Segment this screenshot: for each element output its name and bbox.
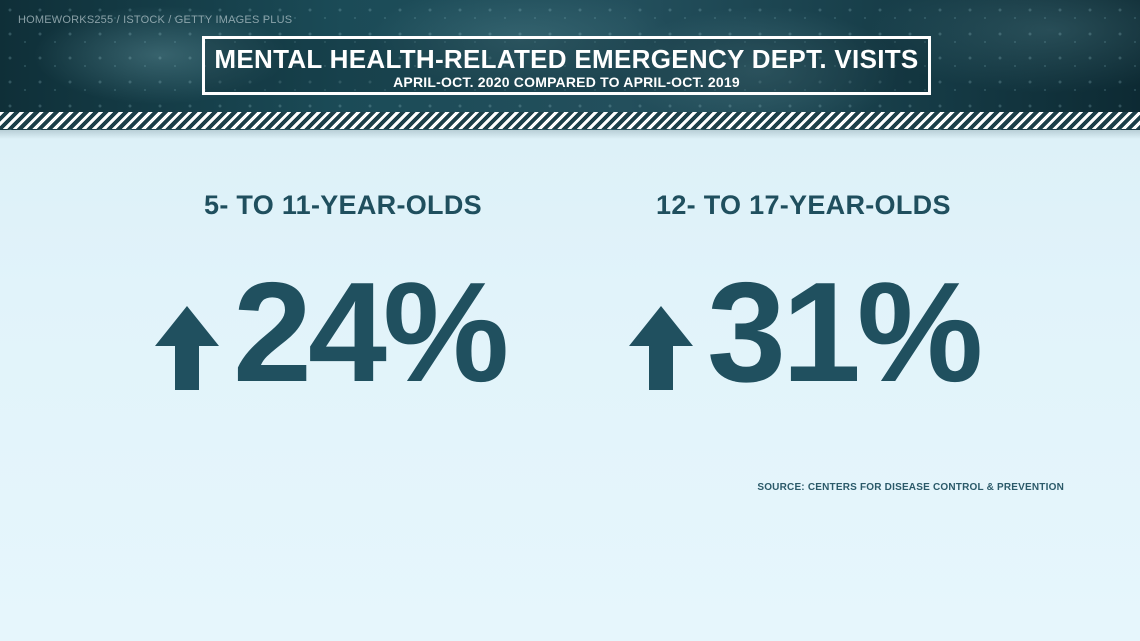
arrow-up-icon <box>155 306 219 390</box>
page-subtitle: APRIL-OCT. 2020 COMPARED TO APRIL-OCT. 2… <box>393 74 740 90</box>
stat-value-31: 31% <box>707 253 983 412</box>
header-background-texture <box>0 0 1140 130</box>
group-label-12-to-17: 12- TO 17-YEAR-OLDS <box>656 190 951 220</box>
group-label-5-to-11: 5- TO 11-YEAR-OLDS <box>204 190 482 220</box>
page-title: MENTAL HEALTH-RELATED EMERGENCY DEPT. VI… <box>214 44 919 74</box>
title-box: MENTAL HEALTH-RELATED EMERGENCY DEPT. VI… <box>202 36 931 95</box>
header-stripe-divider <box>0 112 1140 129</box>
photo-credit: HOMEWORKS255 / ISTOCK / GETTY IMAGES PLU… <box>18 14 293 26</box>
stat-value-24: 24% <box>233 253 509 412</box>
arrow-up-icon <box>629 306 693 390</box>
stat-5-to-11: 24% <box>155 253 509 412</box>
stat-12-to-17: 31% <box>629 253 983 412</box>
header-banner: HOMEWORKS255 / ISTOCK / GETTY IMAGES PLU… <box>0 0 1140 130</box>
source-note: SOURCE: CENTERS FOR DISEASE CONTROL & PR… <box>757 482 1064 493</box>
stripe-shadow <box>0 129 1140 139</box>
